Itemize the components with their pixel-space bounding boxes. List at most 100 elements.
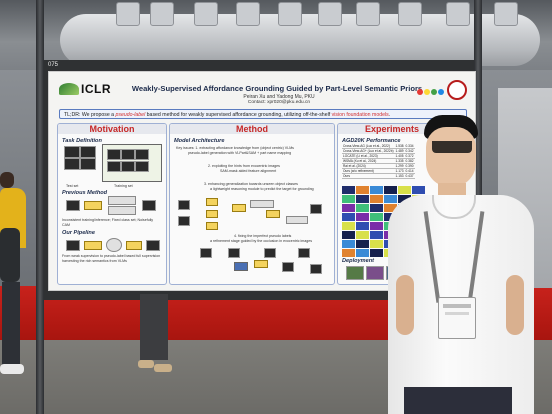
method-step-2: 2. exploiting the hints from exocentric … [208, 164, 280, 168]
tldr-highlight: pseudo-label [115, 112, 146, 118]
results-table-cell: Cross-View-AG+ (Luo et al., 2022b) [342, 148, 395, 154]
results-table-cell: Ours [342, 173, 395, 179]
tldr-suffix: . [388, 112, 391, 118]
ceiling-fixture [494, 2, 518, 26]
qualitative-result-thumbnail [356, 240, 369, 248]
thumbnail-image [135, 161, 149, 172]
presenter-left-arm [396, 275, 414, 335]
qualitative-result-thumbnail [370, 240, 383, 248]
qualitative-result-thumbnail [398, 186, 411, 194]
qualitative-result-thumbnail [342, 231, 355, 239]
results-table-cell: WSMA (Xu et al., 2024) [342, 158, 395, 164]
thumbnail-image [80, 158, 96, 170]
method-step-4-detail: a refinement stage guided by the occlusi… [210, 239, 313, 243]
poster-contact: Contact: xpr020@pku.edu.cn [247, 100, 311, 105]
qualitative-result-thumbnail [356, 222, 369, 230]
tldr-prefix: TL;DR: We propose a [64, 112, 116, 118]
module-block [266, 210, 280, 218]
thumbnail-image [200, 248, 212, 258]
visitor-legs [140, 294, 168, 360]
thumbnail-image [107, 149, 121, 160]
thumbnail-image [135, 149, 149, 160]
qualitative-result-thumbnail [384, 186, 397, 194]
ceiling-fixture [194, 2, 218, 26]
qualitative-result-thumbnail [384, 204, 397, 212]
visitor-shoe [0, 364, 24, 374]
presenter-right-arm [506, 275, 524, 335]
badge-text-line [443, 304, 471, 308]
thumbnail-image [310, 264, 322, 274]
ceiling-fixture [446, 2, 470, 26]
conference-logo-text: ICLR [81, 82, 111, 96]
ceiling-fixture [116, 2, 140, 26]
results-table-row: LOCATE (Li et al., 2023) 1.405 0.372 [342, 153, 415, 159]
results-table-row: Rai et al. (2024) 1.299 0.390 [342, 163, 415, 169]
thumbnail-image [178, 216, 190, 226]
classification-block [108, 206, 136, 215]
ceiling-fixture [236, 2, 260, 26]
qualitative-result-thumbnail [356, 204, 369, 212]
pipeline-caption: From weak supervision to pseudo-label ba… [62, 254, 161, 263]
results-table-cell: Rai et al. (2024) [342, 163, 395, 169]
results-table-cell: 0.390 [404, 163, 415, 169]
visitor-head [0, 172, 14, 188]
booth-number: 075 [48, 62, 59, 68]
thumbnail-image [310, 204, 322, 214]
ceiling-fixture [356, 2, 380, 26]
visitor-shoe [138, 360, 154, 368]
qualitative-result-thumbnail [356, 231, 369, 239]
results-table-row: WSMA (Xu et al., 2024) 1.335 0.382 [342, 158, 415, 164]
experiments-heading: Experiments [338, 124, 446, 134]
thumbnail-image [121, 149, 135, 160]
qualitative-result-thumbnail [356, 249, 369, 257]
thumbnail-image [64, 146, 80, 158]
results-table-cell: 1.335 [394, 158, 405, 164]
module-block [234, 262, 248, 271]
results-table-cell: Cross-View-AG (Luo et al., 2022) [342, 144, 395, 149]
method-panel: Method Model Architecture Key issues: 1.… [169, 123, 335, 285]
results-table-row: Ours (w/o refinement) 1.173 0.414 [342, 168, 415, 174]
qualitative-result-thumbnail [412, 186, 425, 194]
results-table-cell: 0.372 [404, 153, 415, 159]
method-step-1-detail: pseudo-label generation with VLPart&SAM … [188, 151, 292, 155]
model-block [84, 241, 102, 250]
qualitative-result-thumbnail [342, 186, 355, 194]
qualitative-result-thumbnail [370, 186, 383, 194]
qualitative-result-thumbnail [370, 213, 383, 221]
thumbnail-image [66, 200, 80, 211]
thumbnail-image [298, 248, 310, 258]
results-table-cell: 1.405 [394, 153, 405, 159]
results-table-cell: 1.153 [394, 173, 405, 179]
university-seal-icon [447, 80, 467, 100]
method-step-4: 4. fixing the imperfect pseudo labels [234, 234, 292, 238]
results-table: Cross-View-AG (Luo et al., 2022) 1.538 0.3… [342, 144, 415, 179]
previous-method-caption: Inconsistent training/inference; Fixed c… [62, 218, 154, 227]
qualitative-result-thumbnail [356, 195, 369, 203]
thumbnail-image [64, 158, 80, 170]
lab-logo-icon [417, 82, 445, 95]
ceiling-fixture [318, 2, 342, 26]
vlm-block [106, 238, 122, 252]
presenter-face [426, 127, 476, 187]
module-block [250, 200, 274, 208]
results-table-cell: 0.342 [404, 148, 415, 154]
visitor-shoe [154, 364, 172, 372]
results-table-row: Ours 1.153 0.437 [342, 173, 415, 179]
module-block [206, 222, 218, 230]
visitor-behind-poster [138, 294, 172, 374]
qualitative-result-thumbnail [342, 249, 355, 257]
module-block [232, 204, 246, 212]
poster-authors: Peiran Xu and Yadong Mu, PKU [243, 94, 315, 100]
thumbnail-image [66, 240, 80, 251]
cam-block [108, 196, 136, 205]
tldr-middle: based method for weakly supervised affor… [145, 112, 332, 118]
presenter-fringe [432, 141, 472, 153]
motivation-heading: Motivation [58, 124, 166, 134]
visitor-backpack [0, 228, 20, 282]
qualitative-result-thumbnail [342, 222, 355, 230]
qualitative-result-thumbnail [342, 213, 355, 221]
model-block [84, 201, 102, 210]
thumbnail-image [178, 200, 190, 210]
results-table-cell: 0.414 [404, 168, 415, 174]
qualitative-result-thumbnail [370, 231, 383, 239]
